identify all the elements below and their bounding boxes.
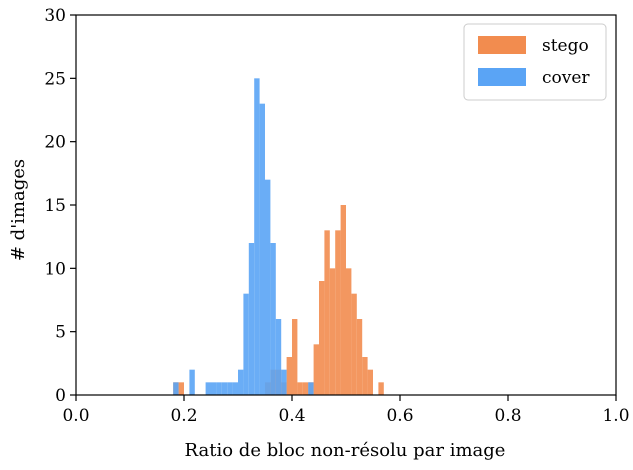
axes-layer: 0.0 0.2 0.4 0.6 0.8 1.0 0 5 10 15 20 25 30 [44, 6, 629, 426]
cover-bar [205, 382, 211, 395]
stego-bar [351, 293, 357, 395]
cover-bar [189, 369, 195, 395]
cover-bar [248, 243, 255, 395]
stego-bar [302, 382, 309, 395]
stego-bar [286, 357, 292, 395]
x-tick-label: 0.8 [494, 406, 521, 426]
y-tick-label: 15 [44, 196, 66, 216]
series-stego [173, 205, 384, 395]
legend-label-stego: stego [542, 36, 589, 56]
series-cover [173, 78, 314, 396]
x-axis-label: Ratio de bloc non-résolu par image [185, 440, 506, 461]
cover-bar [211, 382, 217, 395]
cover-bar [221, 382, 228, 395]
y-tick-label: 10 [44, 259, 66, 279]
x-tick-label: 0.6 [386, 406, 413, 426]
cover-bar [259, 103, 265, 396]
stego-bar [319, 281, 325, 395]
stego-bar [329, 268, 336, 395]
cover-bar [232, 382, 238, 395]
stego-bar [335, 230, 341, 395]
cover-bar [173, 382, 179, 395]
legend-swatch-cover [478, 68, 526, 86]
stego-bar [292, 319, 298, 395]
y-tick-label: 5 [55, 323, 66, 343]
cover-bar [254, 78, 260, 395]
y-tick-label: 20 [44, 133, 66, 153]
cover-bar [238, 369, 244, 395]
cover-bar [216, 382, 222, 395]
stego-bar [346, 268, 352, 395]
y-tick-label: 0 [55, 386, 66, 406]
y-tick-label: 30 [44, 6, 66, 26]
cover-bar [308, 382, 314, 395]
x-tick-label: 0.4 [278, 406, 305, 426]
stego-bar [313, 344, 319, 395]
legend: stego cover [463, 23, 607, 101]
y-axis-label: # d'images [8, 159, 29, 261]
y-tick-label: 25 [44, 69, 66, 89]
stego-bar [362, 357, 368, 395]
stego-bar [367, 369, 373, 395]
stego-bar [178, 382, 184, 395]
cover-bar [265, 179, 271, 395]
bars-layer [173, 78, 384, 396]
stego-bar [297, 382, 303, 395]
cover-bar [281, 369, 287, 395]
stego-bar [324, 230, 330, 395]
x-tick-label: 1.0 [602, 406, 629, 426]
x-tick-label: 0.2 [170, 406, 197, 426]
cover-bar [270, 243, 276, 395]
stego-bar [340, 205, 346, 395]
cover-bar [227, 382, 233, 395]
cover-bar [243, 293, 249, 395]
cover-bar [275, 319, 282, 395]
stego-bar [378, 382, 384, 395]
stego-bar [356, 319, 363, 395]
legend-swatch-stego [478, 36, 526, 54]
legend-label-cover: cover [542, 68, 590, 88]
x-tick-label: 0.0 [62, 406, 89, 426]
